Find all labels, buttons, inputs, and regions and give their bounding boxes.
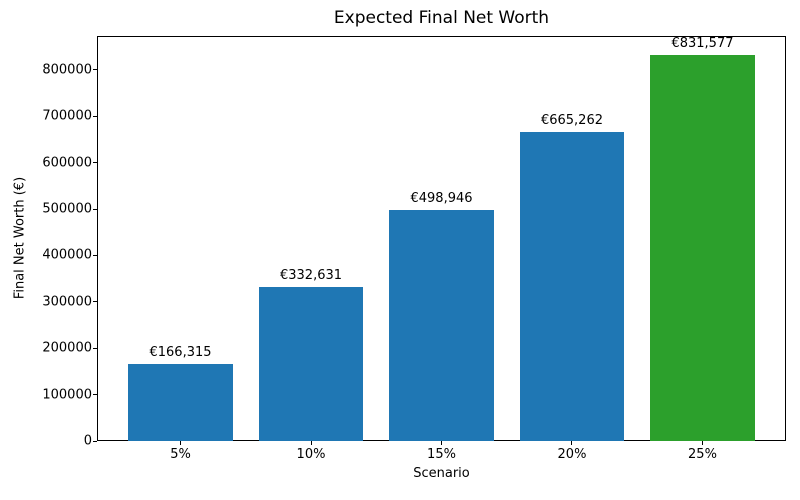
bar-15% — [389, 209, 494, 441]
y-tick-label: 600000 — [42, 155, 92, 171]
x-tick-label: 5% — [170, 447, 191, 462]
x-tick-mark — [441, 441, 442, 445]
bar-value-label: €332,631 — [279, 267, 343, 283]
x-tick-mark — [310, 441, 312, 445]
y-tick-mark — [93, 208, 97, 210]
y-tick-label: 700000 — [42, 108, 92, 124]
x-tick-label: 10% — [296, 447, 326, 462]
x-tick-label: 25% — [688, 447, 717, 462]
chart-title: Expected Final Net Worth — [333, 8, 550, 28]
y-tick-label: 800000 — [42, 62, 92, 78]
x-tick-label: 15% — [427, 447, 456, 462]
y-tick-mark — [93, 254, 97, 256]
bar-10% — [258, 286, 364, 441]
bar-value-label: €166,315 — [149, 344, 212, 360]
x-tick-mark — [180, 441, 181, 445]
y-tick-label: 200000 — [42, 340, 92, 356]
bar-5% — [128, 363, 233, 441]
y-tick-mark — [93, 301, 97, 303]
bar-value-label: €498,946 — [410, 190, 473, 206]
x-tick-mark — [571, 441, 573, 445]
y-tick-label: 500000 — [42, 201, 92, 217]
y-axis-label: Final Net Worth (€) — [12, 176, 28, 300]
bar-value-label: €665,262 — [540, 113, 603, 129]
x-tick-label: 20% — [557, 447, 587, 462]
y-tick-mark — [93, 394, 97, 396]
y-tick-mark — [93, 440, 97, 442]
y-tick-mark — [93, 162, 97, 164]
y-tick-label: 400000 — [42, 247, 92, 263]
y-tick-label: 300000 — [42, 294, 92, 310]
bar-25% — [650, 55, 755, 441]
y-tick-label: 0 — [83, 433, 92, 449]
x-axis-label: Scenario — [413, 466, 470, 481]
y-tick-mark — [93, 115, 97, 117]
x-tick-mark — [701, 441, 703, 445]
bar-20% — [519, 132, 625, 441]
bar-value-label: €831,577 — [671, 36, 734, 52]
y-tick-mark — [93, 69, 97, 71]
y-tick-label: 100000 — [42, 387, 92, 403]
y-tick-mark — [93, 347, 97, 349]
